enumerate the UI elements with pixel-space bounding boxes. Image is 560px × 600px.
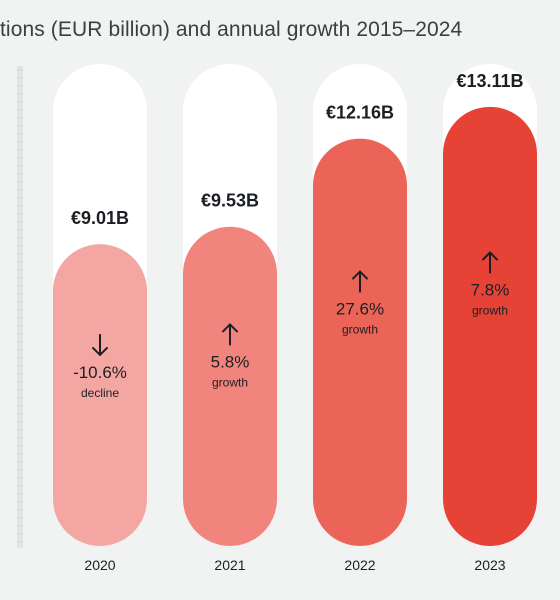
axis-ruler <box>17 66 23 548</box>
arrow-up-icon-2021 <box>222 323 238 333</box>
bar-2023 <box>443 106 537 546</box>
bar-2022 <box>313 138 407 546</box>
value-label-2020: €9.01B <box>71 208 129 228</box>
growth-caption-2022: growth <box>342 323 378 337</box>
value-label-2023: €13.11B <box>456 71 523 91</box>
growth-percent-2023: 7.8% <box>471 280 510 299</box>
chart-title: tions (EUR billion) and annual growth 20… <box>0 18 463 41</box>
arrow-down-icon-2020 <box>92 346 108 356</box>
bar-2020 <box>53 244 147 547</box>
value-label-2022: €12.16B <box>326 103 394 123</box>
value-label-2021: €9.53B <box>201 191 259 211</box>
arrow-up-icon-2023 <box>482 251 498 261</box>
growth-caption-2020: decline <box>81 386 119 400</box>
growth-percent-2021: 5.8% <box>211 352 250 371</box>
growth-percent-2022: 27.6% <box>336 300 384 319</box>
growth-percent-2020: -10.6% <box>73 363 127 382</box>
category-label-2022: 2022 <box>344 557 375 573</box>
category-label-2021: 2021 <box>214 557 245 573</box>
category-label-2023: 2023 <box>474 557 505 573</box>
category-label-2020: 2020 <box>84 557 115 573</box>
arrow-up-icon-2022 <box>352 270 368 280</box>
growth-caption-2021: growth <box>212 375 248 389</box>
bar-2021 <box>183 226 277 546</box>
growth-caption-2023: growth <box>472 303 508 317</box>
